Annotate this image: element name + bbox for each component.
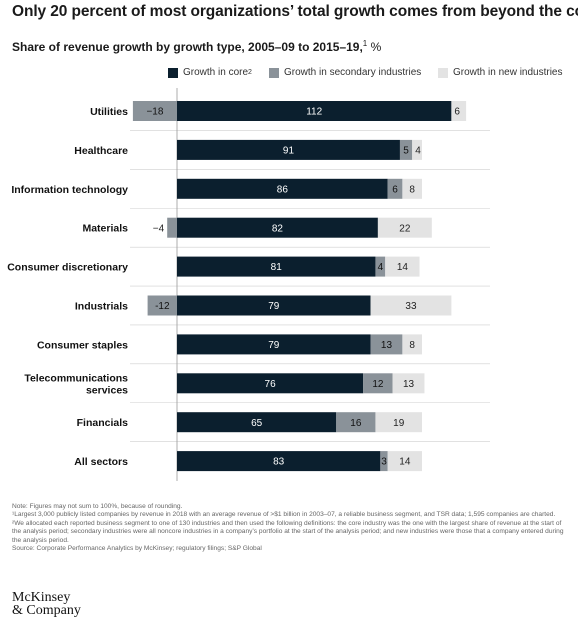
bar-secondary-consumer-discretionary [375,256,386,277]
value-label-secondary-industrials: -12 [155,301,170,312]
footnote-note: Note: Figures may not sum to 100%, becau… [12,503,183,510]
legend-swatch-secondary [269,67,279,78]
value-label-new-telecommunications-services: 13 [403,379,415,390]
bar-secondary-telecommunications-services [363,373,393,394]
bar-secondary-consumer-staples [370,334,403,355]
category-label-utilities: Utilities [90,106,128,118]
bar-new-consumer-discretionary [385,256,420,277]
value-label-secondary-all-sectors: 3 [381,457,387,468]
subtitle-unit: % [367,40,382,54]
value-label-core-utilities: 112 [306,107,322,118]
chart-subtitle: Share of revenue growth by growth type, … [12,39,381,54]
category-label-information-technology: Information technology [11,184,128,196]
bar-new-financials [375,412,422,433]
legend-item-new: Growth in new industries [438,67,563,78]
value-label-new-healthcare: 4 [415,146,421,157]
bar-secondary-all-sectors [380,451,388,472]
bar-new-all-sectors [387,451,422,472]
legend-item-core: Growth in core 2 [168,67,252,78]
value-label-secondary-healthcare: 5 [403,146,409,157]
bar-core-information-technology [177,178,388,199]
category-label-financials: Financials [77,417,129,429]
value-label-secondary-financials: 16 [350,418,362,429]
footnote-source: Source: Corporate Performance Analytics … [12,545,262,553]
bar-core-financials [177,412,337,433]
value-label-new-materials: 22 [399,223,411,234]
bar-secondary-healthcare [399,139,413,160]
bar-core-materials [177,217,378,238]
value-label-secondary-materials: −4 [153,223,165,234]
value-label-core-financials: 65 [251,418,263,429]
value-label-core-materials: 82 [272,223,284,234]
bar-secondary-materials [167,217,177,238]
logo-line-1: McKinsey [12,590,71,605]
legend-footnote-marker: 2 [248,69,252,76]
value-label-secondary-utilities: −18 [146,107,163,118]
footnote-2: ²We allocated each reported business seg… [12,519,564,544]
category-label-industrials: Industrials [75,301,128,313]
legend-swatch-new [438,67,448,78]
value-label-new-industrials: 33 [405,301,417,312]
category-label-all-sectors: All sectors [74,456,128,468]
value-label-new-all-sectors: 14 [399,457,411,468]
bar-new-consumer-staples [402,334,422,355]
category-label-consumer-discretionary: Consumer discretionary [7,262,128,274]
value-label-core-consumer-discretionary: 81 [271,262,283,273]
value-label-core-consumer-staples: 79 [268,340,280,351]
footnote-1: ¹Largest 3,000 publicly listed companies… [12,511,556,519]
subtitle-text: Share of revenue growth by growth type, … [12,40,363,54]
bar-core-consumer-discretionary [177,256,376,277]
bar-core-consumer-staples [177,334,371,355]
logo-line-2: & Company [12,603,81,618]
bar-core-healthcare [177,139,400,160]
category-label-consumer-staples: Consumer staples [37,339,128,351]
bar-new-industrials [370,295,452,316]
value-label-secondary-consumer-staples: 13 [381,340,393,351]
mckinsey-logo: McKinsey & Company [12,590,81,618]
value-label-core-healthcare: 91 [283,146,295,157]
bar-core-all-sectors [177,451,381,472]
bar-new-healthcare [412,139,422,160]
bar-secondary-information-technology [387,178,403,199]
chart-headline: Only 20 percent of most organizations’ t… [12,3,578,20]
value-label-new-information-technology: 8 [409,184,415,195]
bar-new-telecommunications-services [392,373,425,394]
bar-new-information-technology [402,178,422,199]
value-label-new-consumer-discretionary: 14 [397,262,409,273]
bar-secondary-utilities [132,101,177,121]
bar-secondary-industrials [147,295,177,316]
value-label-secondary-information-technology: 6 [392,184,398,195]
value-label-secondary-telecommunications-services: 12 [372,379,384,390]
legend-label-secondary: Growth in secondary industries [284,67,422,78]
category-label-materials: Materials [82,223,128,235]
value-label-new-consumer-staples: 8 [409,340,415,351]
legend-label-core: Growth in core [183,67,249,78]
legend-item-secondary: Growth in secondary industries [269,67,421,78]
value-label-new-utilities: 6 [454,107,460,118]
legend-label-new: Growth in new industries [453,67,563,78]
value-label-core-telecommunications-services: 76 [265,379,277,390]
value-label-core-information-technology: 86 [277,184,289,195]
category-label-telecommunications-services: services [86,384,128,396]
bar-secondary-financials [336,412,376,433]
subtitle-footnote-marker: 1 [362,39,368,48]
value-label-core-all-sectors: 83 [273,457,285,468]
legend-swatch-core [168,67,178,78]
bar-core-utilities [177,101,452,121]
value-label-new-financials: 19 [393,418,405,429]
bar-core-telecommunications-services [177,373,364,394]
bar-core-industrials [177,295,371,316]
category-label-telecommunications-services: Telecommunications [24,372,128,384]
value-label-core-industrials: 79 [268,301,280,312]
bar-new-materials [377,217,432,238]
footnotes: Note: Figures may not sum to 100%, becau… [12,503,568,553]
value-label-secondary-consumer-discretionary: 4 [378,262,384,273]
bar-new-utilities [451,101,467,121]
category-label-healthcare: Healthcare [74,145,128,157]
